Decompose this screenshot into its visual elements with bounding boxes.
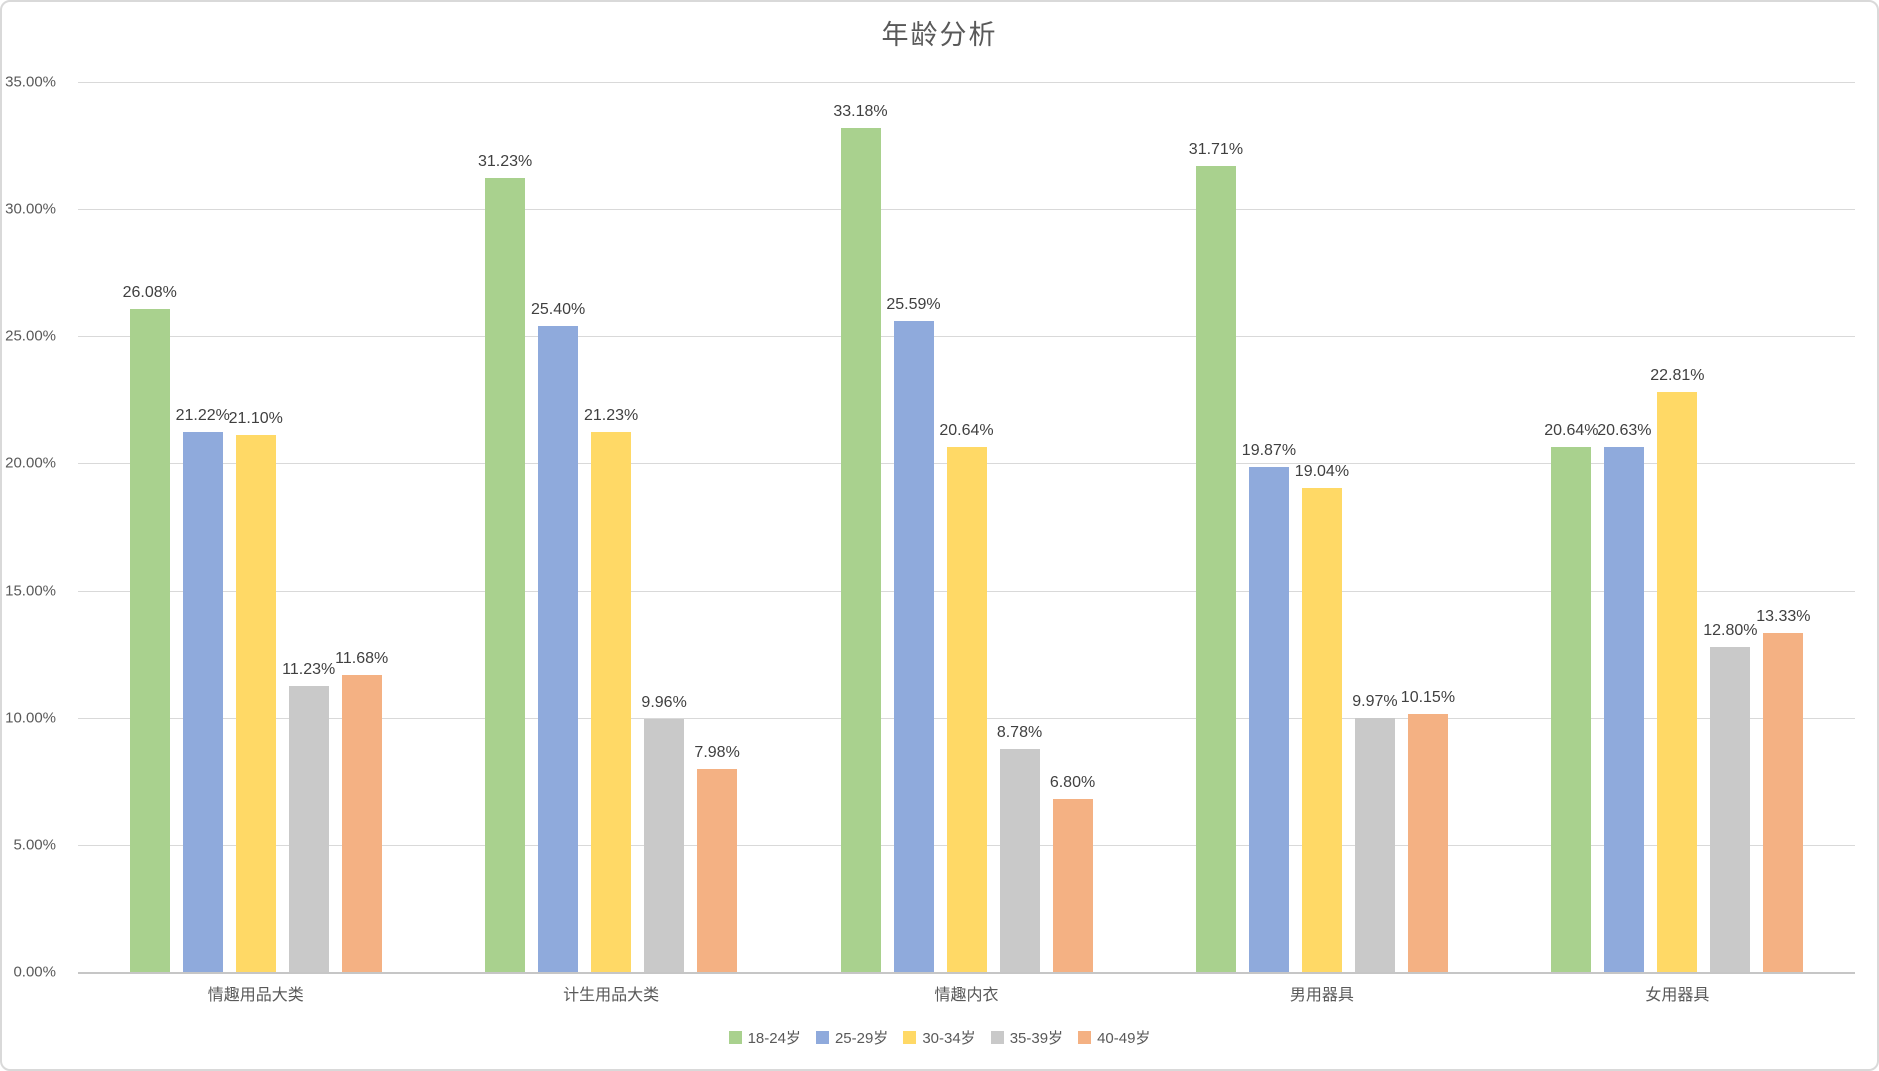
y-axis-tick-label: 5.00%: [13, 836, 56, 854]
legend-swatch-icon: [815, 1031, 829, 1044]
bar-25-29岁: 25.59%: [886, 296, 941, 972]
legend-label: 35-39岁: [1009, 1030, 1064, 1047]
bar-groups: 26.08% 21.22% 21.10% 11.23% 11.68% 31.23% 25.4…: [78, 82, 1855, 972]
bar-40-49岁: 11.68%: [335, 650, 388, 972]
x-axis-category-label: 情趣用品大类: [207, 987, 304, 1004]
bar-25-29岁: 25.40%: [531, 301, 585, 972]
data-label: 21.10%: [228, 410, 283, 428]
bar-group: 31.23% 25.40% 21.23% 9.96% 7.98%: [433, 82, 788, 972]
bar-35-39岁: 9.97%: [1352, 693, 1398, 972]
data-label: 7.98%: [694, 744, 740, 762]
data-label: 33.18%: [833, 103, 888, 121]
x-axis-category-labels: 情趣用品大类 计生用品大类 情趣内衣 男用器具 女用器具: [78, 981, 1855, 1005]
legend-swatch-icon: [903, 1031, 917, 1044]
gridline-h: [78, 209, 1855, 211]
data-label: 25.59%: [886, 296, 941, 314]
bar-40-49岁: 7.98%: [694, 744, 740, 972]
x-axis-category-label: 情趣内衣: [934, 987, 999, 1004]
gridline-h: [78, 336, 1855, 338]
bar-group: 20.64% 20.63% 22.81% 12.80% 13.33%: [1500, 82, 1855, 972]
legend-label: 25-29岁: [834, 1030, 889, 1047]
legend-item: 18-24岁: [728, 1027, 801, 1048]
data-label: 10.15%: [1400, 688, 1456, 706]
x-axis-line: [78, 972, 1855, 974]
bar-35-39岁: 12.80%: [1703, 622, 1757, 972]
bar-18-24岁: 26.08%: [123, 284, 177, 972]
legend-item: 25-29岁: [815, 1027, 889, 1048]
data-label: 8.78%: [996, 723, 1043, 741]
y-axis-tick-label: 0.00%: [13, 963, 56, 981]
bar-25-29岁: 19.87%: [1242, 442, 1296, 972]
bar-30-34岁: 20.64%: [939, 422, 994, 972]
y-axis-tick-label: 30.00%: [5, 200, 56, 218]
data-label: 31.71%: [1188, 140, 1244, 158]
bar-40-49岁: 10.15%: [1401, 689, 1455, 972]
data-label: 25.40%: [530, 301, 586, 319]
y-axis-tick-label: 20.00%: [5, 454, 56, 472]
legend-label: 40-49岁: [1097, 1030, 1151, 1047]
bar-group: 26.08% 21.22% 21.10% 11.23% 11.68%: [78, 82, 433, 972]
legend-swatch-icon: [728, 1031, 742, 1044]
bar-30-34岁: 21.23%: [584, 407, 638, 972]
data-label: 26.08%: [122, 283, 177, 301]
bar-18-24岁: 20.64%: [1544, 422, 1598, 972]
bar-30-34岁: 22.81%: [1650, 367, 1704, 972]
legend-item: 30-34岁: [903, 1027, 976, 1048]
legend: 18-24岁 25-29岁 30-34岁 35-39岁 40-49岁: [0, 1027, 1879, 1048]
bar-40-49岁: 6.80%: [1050, 774, 1095, 972]
data-label: 12.80%: [1703, 621, 1758, 639]
data-label: 21.23%: [583, 407, 639, 425]
data-label: 11.68%: [335, 650, 389, 667]
legend-swatch-icon: [990, 1031, 1004, 1044]
x-axis-category-label: 计生用品大类: [563, 987, 660, 1004]
bar-18-24岁: 31.23%: [478, 153, 532, 972]
y-axis-tick-label: 15.00%: [5, 582, 56, 600]
data-label: 6.80%: [1049, 774, 1096, 792]
data-label: 31.23%: [477, 152, 533, 170]
data-label: 13.33%: [1756, 608, 1811, 626]
plot-area: 26.08% 21.22% 21.10% 11.23% 11.68% 31.23% 25.4…: [78, 82, 1855, 974]
bar-25-29岁: 20.63%: [1597, 422, 1651, 972]
data-label: 20.63%: [1597, 422, 1652, 440]
data-label: 9.96%: [641, 693, 687, 711]
gridline-h: [78, 82, 1855, 83]
bar-group: 31.71% 19.87% 19.04% 9.97% 10.15%: [1144, 82, 1499, 972]
legend-item: 35-39岁: [990, 1027, 1064, 1048]
bar-35-39岁: 8.78%: [997, 724, 1042, 972]
data-label: 22.81%: [1650, 366, 1705, 384]
data-label: 20.64%: [939, 422, 994, 440]
x-axis-category-label: 女用器具: [1645, 987, 1710, 1004]
bar-30-34岁: 19.04%: [1295, 463, 1349, 972]
data-label: 20.64%: [1544, 422, 1599, 440]
bar-30-34岁: 21.10%: [229, 410, 283, 972]
data-label: 21.22%: [175, 407, 230, 425]
y-axis-tick-label: 10.00%: [5, 709, 56, 727]
legend-item: 40-49岁: [1078, 1027, 1150, 1048]
bar-18-24岁: 33.18%: [833, 103, 888, 972]
chart-title: 年龄分析: [881, 20, 998, 50]
bar-18-24岁: 31.71%: [1189, 141, 1243, 972]
data-label: 11.23%: [282, 661, 336, 679]
bar-25-29岁: 21.22%: [176, 407, 230, 972]
y-axis-tick-label: 25.00%: [5, 327, 56, 345]
legend-label: 30-34岁: [922, 1030, 976, 1047]
data-label: 19.87%: [1241, 441, 1297, 459]
bar-group: 33.18% 25.59% 20.64% 8.78% 6.80%: [789, 82, 1144, 972]
x-axis-category-label: 男用器具: [1289, 987, 1354, 1004]
bar-35-39岁: 11.23%: [282, 661, 335, 972]
data-label: 19.04%: [1294, 462, 1350, 480]
bar-35-39岁: 9.96%: [641, 694, 687, 972]
legend-label: 18-24岁: [747, 1030, 801, 1047]
legend-swatch-icon: [1078, 1031, 1092, 1044]
data-label: 9.97%: [1352, 693, 1398, 711]
y-axis-tick-label: 35.00%: [5, 73, 56, 91]
y-axis-labels: 0.00% 5.00% 10.00% 15.00% 20.00% 25.00% 30.00%…: [0, 74, 66, 981]
bar-40-49岁: 13.33%: [1756, 608, 1810, 972]
